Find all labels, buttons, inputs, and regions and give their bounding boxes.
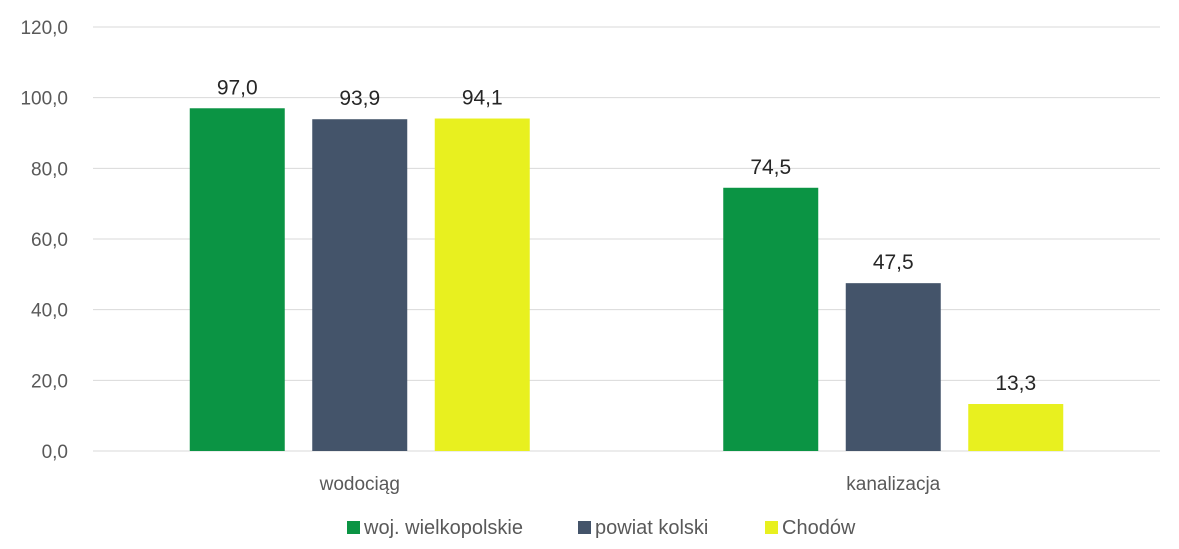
x-category-label: wodociąg xyxy=(319,474,400,495)
data-label: 93,9 xyxy=(339,87,380,110)
bar xyxy=(845,283,941,451)
bar xyxy=(312,119,408,451)
data-label: 47,5 xyxy=(873,251,914,274)
x-category-label: kanalizacja xyxy=(846,474,940,495)
data-label: 13,3 xyxy=(995,372,1036,395)
y-tick-label: 100,0 xyxy=(20,89,68,110)
legend: woj. wielkopolskie powiat kolski Chodów xyxy=(347,517,856,539)
bar xyxy=(968,404,1064,451)
y-axis-ticks: 0,0 20,0 40,0 60,0 80,0 100,0 120,0 xyxy=(20,18,68,463)
bar xyxy=(723,187,819,451)
y-tick-label: 80,0 xyxy=(31,159,68,180)
y-tick-label: 120,0 xyxy=(20,18,68,39)
data-label: 97,0 xyxy=(217,76,258,99)
data-labels: 97,0 93,9 94,1 74,5 47,5 13,3 xyxy=(217,76,1036,395)
legend-label: Chodów xyxy=(782,517,856,539)
legend-swatch xyxy=(578,521,591,534)
legend-label: woj. wielkopolskie xyxy=(363,517,523,539)
y-tick-label: 20,0 xyxy=(31,371,68,392)
y-tick-label: 0,0 xyxy=(42,442,68,463)
legend-swatch xyxy=(347,521,360,534)
bars xyxy=(189,108,1064,452)
y-tick-label: 40,0 xyxy=(31,301,68,322)
data-label: 74,5 xyxy=(750,156,791,179)
data-label: 94,1 xyxy=(462,87,503,110)
bar xyxy=(434,118,530,451)
bar xyxy=(189,108,285,452)
legend-label: powiat kolski xyxy=(595,517,708,539)
x-axis-categories: wodociąg kanalizacja xyxy=(319,474,941,495)
y-tick-label: 60,0 xyxy=(31,230,68,251)
legend-swatch xyxy=(765,521,778,534)
